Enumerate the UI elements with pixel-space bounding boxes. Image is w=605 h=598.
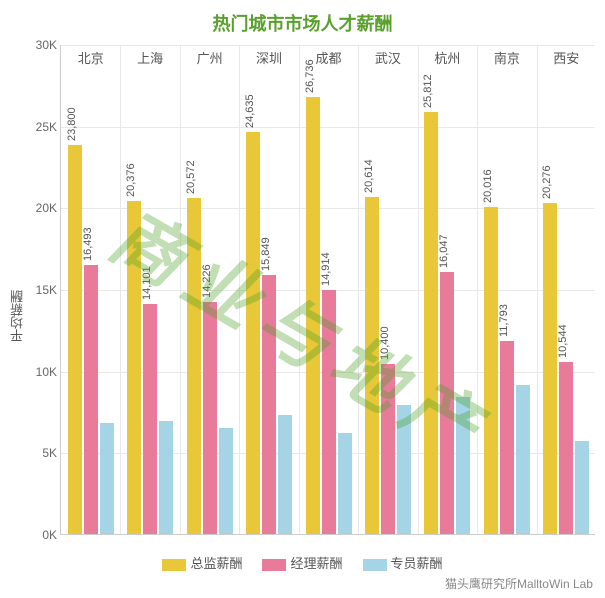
category-label: 武汉 [375,48,401,67]
bar-value-label: 14,226 [201,264,213,298]
category-label: 广州 [197,48,223,67]
legend-swatch [363,559,387,571]
category-label: 成都 [315,48,341,67]
bar-value-label: 20,276 [541,165,553,199]
bar-value-label: 20,572 [185,160,197,194]
bar: 20,016 [484,207,498,534]
bar: 20,276 [543,203,557,534]
gridline-v [239,45,240,534]
bar: 10,544 [559,362,573,534]
gridline-v [418,45,419,534]
bar [278,415,292,534]
bar-value-label: 26,736 [304,60,316,94]
bar [159,421,173,534]
y-tick-label: 20K [7,201,57,215]
bar [575,441,589,534]
bar: 14,101 [143,304,157,534]
bar: 20,376 [127,201,141,534]
bar-value-label: 23,800 [66,108,78,142]
bar [456,397,470,534]
category-label: 上海 [137,48,163,67]
bar-value-label: 24,635 [244,94,256,128]
gridline-v [299,45,300,534]
bar [338,433,352,534]
bar: 24,635 [246,132,260,534]
bar-value-label: 10,544 [557,324,569,358]
plot-area: 北京23,80016,493上海20,37614,101广州20,57214,2… [60,45,595,535]
footer-credit: 猫头鹰研究所MalltoWin Lab [445,575,593,592]
legend: 总监薪酬 经理薪酬 专员薪酬 [0,553,605,572]
bar-value-label: 11,793 [498,305,510,338]
y-tick-label: 0K [7,528,57,542]
bar: 16,047 [440,272,454,534]
bar-value-label: 20,016 [482,169,494,203]
gridline-v [477,45,478,534]
category-label: 深圳 [256,48,282,67]
bar-value-label: 25,812 [422,75,434,109]
bar: 14,914 [322,290,336,534]
y-axis-label: 平均薪酬 [8,290,27,342]
bar: 20,614 [365,197,379,534]
bar: 23,800 [68,145,82,534]
bar-value-label: 14,914 [320,253,332,287]
legend-item: 总监薪酬 [162,553,242,572]
bar: 26,736 [306,97,320,534]
category-label: 杭州 [434,48,460,67]
bar-value-label: 16,493 [82,227,94,261]
bar-value-label: 10,400 [379,326,391,360]
gridline-h [61,45,595,46]
bar: 10,400 [381,364,395,534]
y-tick-label: 5K [7,446,57,460]
category-label: 北京 [78,48,104,67]
legend-item: 经理薪酬 [262,553,342,572]
category-label: 南京 [494,48,520,67]
bar-value-label: 15,849 [260,237,272,271]
bar-value-label: 20,376 [125,164,137,198]
legend-label: 总监薪酬 [190,556,242,571]
category-label: 西安 [553,48,579,67]
bar: 14,226 [203,302,217,534]
gridline-v [358,45,359,534]
legend-label: 经理薪酬 [290,556,342,571]
bar [516,385,530,534]
legend-item: 专员薪酬 [363,553,443,572]
bar-value-label: 14,101 [141,266,153,300]
bar: 16,493 [84,265,98,534]
y-tick-label: 25K [7,120,57,134]
bar: 20,572 [187,198,201,534]
bar: 15,849 [262,275,276,534]
legend-swatch [262,559,286,571]
bar [100,423,114,534]
y-tick-label: 15K [7,283,57,297]
legend-label: 专员薪酬 [391,556,443,571]
bar: 25,812 [424,112,438,534]
y-tick-label: 30K [7,38,57,52]
bar-value-label: 20,614 [363,160,375,194]
legend-swatch [162,559,186,571]
bar-value-label: 16,047 [438,234,450,268]
bar [397,405,411,534]
chart-title: 热门城市市场人才薪酬 [0,0,605,36]
chart-container: 热门城市市场人才薪酬 平均薪酬 北京23,80016,493上海20,37614… [0,0,605,598]
bar: 11,793 [500,341,514,534]
gridline-v [180,45,181,534]
gridline-v [120,45,121,534]
gridline-v [537,45,538,534]
gridline-h [61,127,595,128]
bar [219,428,233,534]
y-tick-label: 10K [7,365,57,379]
